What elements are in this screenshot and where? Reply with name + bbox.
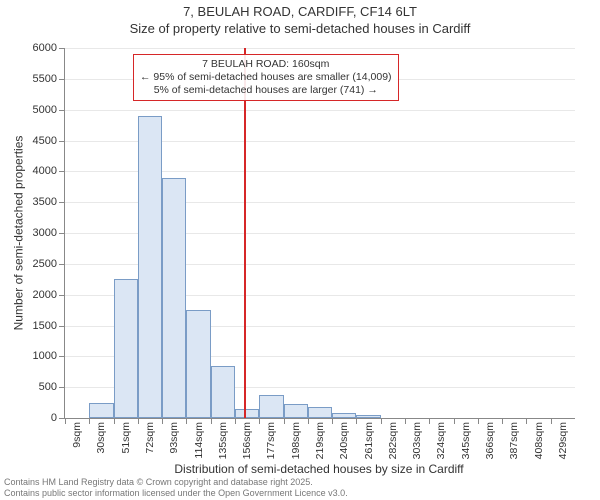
y-tick-label: 3500 bbox=[33, 196, 65, 208]
x-tick-label: 303sqm bbox=[411, 418, 423, 459]
x-tick bbox=[235, 419, 236, 424]
x-tick-label: 114sqm bbox=[193, 418, 205, 459]
x-tick bbox=[454, 419, 455, 424]
histogram-bar bbox=[284, 404, 308, 418]
x-tick bbox=[284, 419, 285, 424]
x-tick bbox=[405, 419, 406, 424]
x-tick-label: 219sqm bbox=[314, 418, 326, 459]
y-tick-label: 3000 bbox=[33, 227, 65, 239]
x-tick-label: 156sqm bbox=[241, 418, 253, 459]
x-tick bbox=[89, 419, 90, 424]
y-tick-label: 2000 bbox=[33, 289, 65, 301]
histogram-bar bbox=[235, 409, 259, 418]
histogram-bar bbox=[211, 366, 235, 418]
x-tick bbox=[356, 419, 357, 424]
histogram-chart: 7, BEULAH ROAD, CARDIFF, CF14 6LT Size o… bbox=[0, 0, 600, 500]
x-tick bbox=[211, 419, 212, 424]
x-tick bbox=[429, 419, 430, 424]
x-tick-label: 51sqm bbox=[120, 418, 132, 454]
y-axis-label: Number of semi-detached properties bbox=[11, 136, 25, 331]
x-tick bbox=[332, 419, 333, 424]
x-tick-label: 177sqm bbox=[265, 418, 277, 459]
title-line1: 7, BEULAH ROAD, CARDIFF, CF14 6LT bbox=[0, 4, 600, 19]
title-line2: Size of property relative to semi-detach… bbox=[0, 21, 600, 36]
x-tick bbox=[138, 419, 139, 424]
x-tick-label: 366sqm bbox=[484, 418, 496, 459]
x-tick bbox=[65, 419, 66, 424]
x-tick-label: 135sqm bbox=[217, 418, 229, 459]
y-tick-label: 4500 bbox=[33, 135, 65, 147]
y-tick-label: 4000 bbox=[33, 165, 65, 177]
x-axis-label: Distribution of semi-detached houses by … bbox=[64, 462, 574, 476]
x-tick bbox=[551, 419, 552, 424]
histogram-bar bbox=[114, 279, 138, 418]
histogram-bar bbox=[138, 116, 162, 418]
gridline bbox=[65, 48, 575, 49]
x-tick bbox=[308, 419, 309, 424]
y-tick-label: 5500 bbox=[33, 73, 65, 85]
annotation-box: 7 BEULAH ROAD: 160sqm← 95% of semi-detac… bbox=[133, 54, 399, 101]
x-tick-label: 387sqm bbox=[508, 418, 520, 459]
x-tick-label: 345sqm bbox=[460, 418, 472, 459]
x-tick bbox=[114, 419, 115, 424]
x-tick bbox=[162, 419, 163, 424]
y-tick-label: 500 bbox=[39, 381, 65, 393]
footnote: Contains HM Land Registry data © Crown c… bbox=[4, 477, 348, 498]
gridline bbox=[65, 110, 575, 111]
x-tick bbox=[478, 419, 479, 424]
footnote-line1: Contains HM Land Registry data © Crown c… bbox=[4, 477, 348, 487]
x-tick-label: 9sqm bbox=[71, 418, 83, 448]
x-tick bbox=[186, 419, 187, 424]
x-tick bbox=[526, 419, 527, 424]
reference-line bbox=[244, 48, 246, 418]
histogram-bar bbox=[89, 403, 113, 418]
y-tick-label: 1000 bbox=[33, 350, 65, 362]
x-tick-label: 30sqm bbox=[95, 418, 107, 454]
chart-titles: 7, BEULAH ROAD, CARDIFF, CF14 6LT Size o… bbox=[0, 0, 600, 36]
annotation-line2: 5% of semi-detached houses are larger (7… bbox=[140, 84, 392, 97]
x-tick bbox=[502, 419, 503, 424]
annotation-title: 7 BEULAH ROAD: 160sqm bbox=[140, 58, 392, 71]
y-tick-label: 6000 bbox=[33, 42, 65, 54]
x-tick bbox=[259, 419, 260, 424]
x-tick-label: 324sqm bbox=[435, 418, 447, 459]
y-tick-label: 0 bbox=[51, 412, 65, 424]
histogram-bar bbox=[308, 407, 332, 418]
x-tick-label: 261sqm bbox=[363, 418, 375, 459]
y-tick-label: 5000 bbox=[33, 104, 65, 116]
x-tick-label: 429sqm bbox=[557, 418, 569, 459]
footnote-line2: Contains public sector information licen… bbox=[4, 488, 348, 498]
x-tick-label: 93sqm bbox=[168, 418, 180, 454]
plot-area: 0500100015002000250030003500400045005000… bbox=[64, 48, 575, 419]
annotation-line1: ← 95% of semi-detached houses are smalle… bbox=[140, 71, 392, 84]
x-tick-label: 282sqm bbox=[387, 418, 399, 459]
x-tick bbox=[381, 419, 382, 424]
y-tick-label: 2500 bbox=[33, 258, 65, 270]
histogram-bar bbox=[259, 395, 283, 418]
y-axis-label-wrap: Number of semi-detached properties bbox=[10, 48, 26, 418]
x-tick-label: 408sqm bbox=[533, 418, 545, 459]
y-tick-label: 1500 bbox=[33, 320, 65, 332]
x-tick-label: 198sqm bbox=[290, 418, 302, 459]
x-tick-label: 240sqm bbox=[338, 418, 350, 459]
histogram-bar bbox=[186, 310, 210, 418]
x-tick-label: 72sqm bbox=[144, 418, 156, 454]
histogram-bar bbox=[162, 178, 186, 419]
